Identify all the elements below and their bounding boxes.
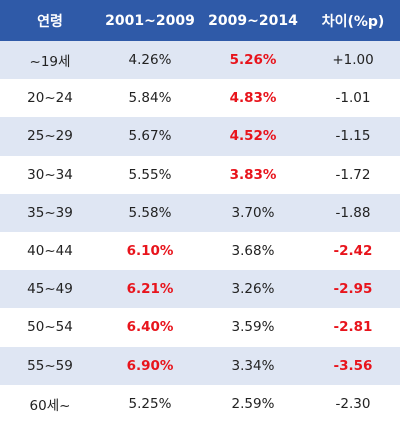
cell-rate-2001-2009: 5.25% [128, 395, 172, 412]
table-row: 45~49 6.21% 3.26% -2.95 [0, 270, 400, 309]
table-header: 연령 2001~2009 2009~2014 차이(%p) [0, 0, 400, 41]
cell-difference: -2.95 [333, 281, 373, 298]
cell-difference: -1.88 [335, 204, 371, 221]
cell-difference: +1.00 [332, 52, 374, 69]
cell-rate-2001-2009: 6.90% [126, 357, 174, 374]
cell-rate-2009-2014: 3.59% [231, 319, 275, 336]
cell-rate-2009-2014: 2.59% [231, 395, 275, 412]
cell-age: 45~49 [27, 281, 73, 298]
table-row: 55~59 6.90% 3.34% -3.56 [0, 346, 400, 385]
cell-rate-2009-2014: 4.83% [229, 90, 277, 107]
cell-difference: -2.81 [333, 319, 373, 336]
cell-age: 55~59 [27, 357, 73, 374]
cell-rate-2009-2014: 3.83% [229, 166, 277, 183]
cell-age: 50~54 [27, 319, 73, 336]
cell-age: 60세~ [29, 397, 71, 414]
cell-rate-2001-2009: 5.84% [128, 90, 172, 107]
cell-rate-2001-2009: 6.10% [126, 243, 174, 260]
header-period-2009-2014: 2009~2014 [208, 12, 298, 29]
header-period-2001-2009: 2001~2009 [105, 12, 195, 29]
cell-age: 40~44 [27, 243, 73, 260]
table-row: 25~29 5.67% 4.52% -1.15 [0, 117, 400, 156]
table-row: 50~54 6.40% 3.59% -2.81 [0, 308, 400, 347]
table-row: 20~24 5.84% 4.83% -1.01 [0, 79, 400, 118]
cell-difference: -2.30 [335, 395, 371, 412]
cell-difference: -2.42 [333, 243, 373, 260]
cell-rate-2001-2009: 5.58% [128, 204, 172, 221]
cell-rate-2009-2014: 5.26% [229, 52, 277, 69]
header-age: 연령 [37, 13, 63, 30]
cell-difference: -1.15 [335, 128, 371, 145]
table-row: 40~44 6.10% 3.68% -2.42 [0, 231, 400, 271]
cell-age: 20~24 [27, 90, 73, 107]
cell-rate-2001-2009: 6.40% [126, 319, 174, 336]
cell-rate-2009-2014: 3.34% [231, 357, 275, 374]
cell-rate-2001-2009: 5.67% [128, 128, 172, 145]
cell-rate-2001-2009: 4.26% [128, 52, 172, 69]
header-difference: 차이(%p) [321, 13, 385, 30]
cell-age: 35~39 [27, 204, 73, 221]
table-row: 30~34 5.55% 3.83% -1.72 [0, 155, 400, 194]
cell-rate-2009-2014: 3.70% [231, 204, 275, 221]
cell-rate-2001-2009: 5.55% [128, 166, 172, 183]
cell-rate-2001-2009: 6.21% [126, 281, 174, 298]
cell-difference: -1.01 [335, 90, 371, 107]
table-row: 60세~ 5.25% 2.59% -2.30 [0, 384, 400, 423]
cell-rate-2009-2014: 3.26% [231, 281, 275, 298]
cell-rate-2009-2014: 4.52% [229, 128, 277, 145]
table-row: ~19세 4.26% 5.26% +1.00 [0, 41, 400, 80]
table-row: 35~39 5.58% 3.70% -1.88 [0, 193, 400, 232]
cell-rate-2009-2014: 3.68% [231, 243, 275, 260]
cell-age: 30~34 [27, 166, 73, 183]
cell-difference: -3.56 [333, 357, 373, 374]
cell-age: 25~29 [27, 128, 73, 145]
cell-age: ~19세 [29, 54, 71, 71]
cell-difference: -1.72 [335, 166, 371, 183]
